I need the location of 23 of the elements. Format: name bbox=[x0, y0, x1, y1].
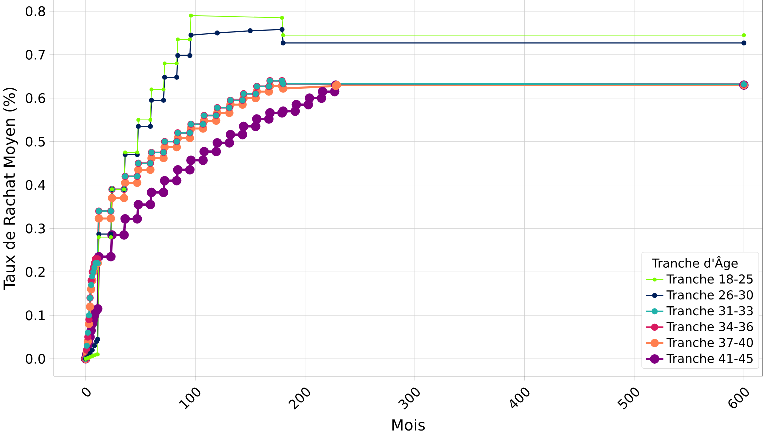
y-axis-title: Taux de Rachat Moyen (%) bbox=[3, 88, 18, 290]
legend-label: Tranche 34-36 bbox=[666, 322, 754, 332]
y-tick-label: 0.8 bbox=[26, 6, 46, 16]
x-tick-label: 600 bbox=[728, 388, 750, 408]
y-tick-label: 0.7 bbox=[26, 50, 46, 60]
x-tick-label: 100 bbox=[179, 388, 201, 410]
legend-label: Tranche 41-45 bbox=[666, 354, 753, 364]
legend-label: Tranche 31-33 bbox=[666, 306, 753, 316]
legend-label: Tranche 18-25 bbox=[666, 274, 753, 284]
x-axis-title: Mois bbox=[392, 418, 426, 431]
y-tick-label: 0.0 bbox=[26, 354, 46, 364]
y-tick-label: 0.5 bbox=[26, 136, 46, 147]
x-tick-label: 300 bbox=[398, 388, 420, 410]
y-tick-label: 0.1 bbox=[26, 310, 45, 320]
legend-label: Tranche 37-40 bbox=[666, 338, 754, 348]
y-tick-label: 0.3 bbox=[26, 224, 46, 234]
y-tick-label: 0.6 bbox=[26, 93, 46, 104]
legend-title: Tranche d'Âge bbox=[652, 256, 738, 270]
x-tick-label: 0 bbox=[82, 388, 91, 397]
legend-label: Tranche 26-30 bbox=[666, 290, 754, 300]
y-tick-label: 0.2 bbox=[26, 266, 45, 277]
y-tick-label: 0.4 bbox=[26, 180, 46, 190]
x-tick-label: 400 bbox=[510, 388, 530, 408]
